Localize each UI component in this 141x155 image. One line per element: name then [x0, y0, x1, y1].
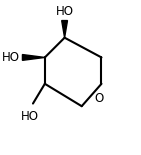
- Polygon shape: [22, 55, 45, 60]
- Polygon shape: [62, 21, 68, 38]
- Text: HO: HO: [56, 5, 74, 18]
- Text: HO: HO: [2, 51, 20, 64]
- Text: O: O: [94, 92, 103, 105]
- Text: HO: HO: [21, 110, 39, 123]
